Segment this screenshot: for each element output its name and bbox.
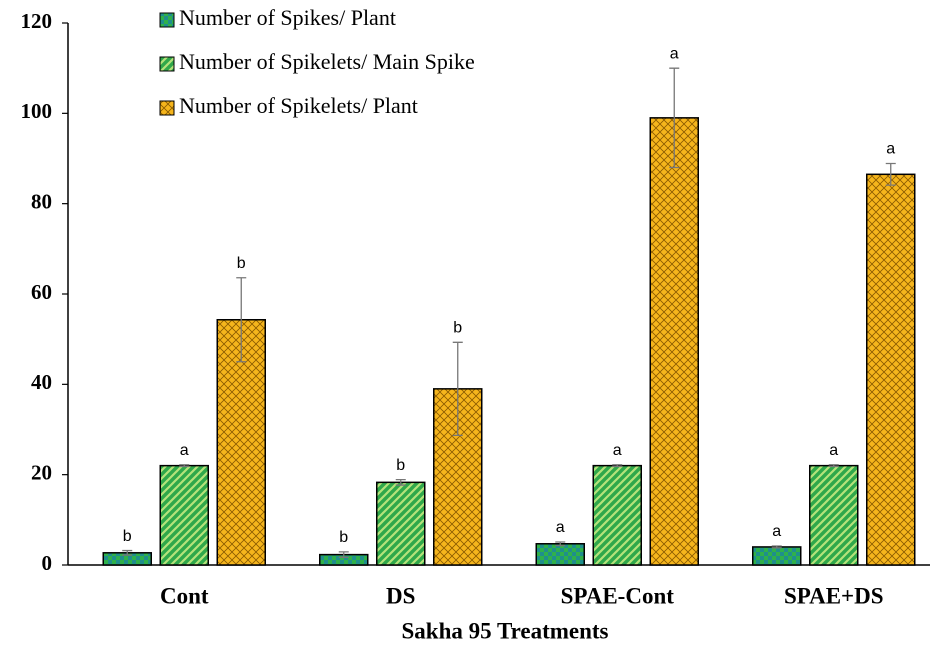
y-tick-label: 40 xyxy=(31,370,52,394)
error-bar xyxy=(555,541,566,547)
x-tick-label: Cont xyxy=(160,583,209,608)
legend-label: Number of Spikelets/ Plant xyxy=(179,93,418,118)
x-tick-label: SPAE-Cont xyxy=(561,583,675,608)
error-bar xyxy=(395,478,406,486)
x-tick-label: DS xyxy=(386,583,415,608)
legend-swatch xyxy=(159,12,175,28)
error-bar xyxy=(828,464,839,468)
significance-letter: a xyxy=(670,45,679,62)
significance-letter: a xyxy=(613,442,622,459)
significance-letter: a xyxy=(886,141,895,158)
x-axis-title: Sakha 95 Treatments xyxy=(401,618,608,643)
significance-letter: a xyxy=(180,442,189,459)
error-bar xyxy=(771,545,782,549)
error-bar xyxy=(669,67,680,169)
significance-letter: a xyxy=(556,519,565,536)
error-bar xyxy=(338,551,349,558)
error-bar xyxy=(885,162,896,186)
significance-letter: a xyxy=(829,442,838,459)
bar xyxy=(159,464,209,566)
error-bar xyxy=(179,464,190,468)
y-tick-label: 120 xyxy=(21,9,53,33)
y-tick-label: 80 xyxy=(31,189,52,213)
bar xyxy=(809,464,859,566)
significance-letter: b xyxy=(339,529,348,546)
bar xyxy=(535,543,585,566)
bar xyxy=(376,481,426,566)
y-tick-label: 20 xyxy=(31,460,52,484)
y-tick-label: 100 xyxy=(21,99,53,123)
significance-letter: b xyxy=(123,528,132,545)
legend-swatch xyxy=(159,100,175,116)
bar xyxy=(592,464,642,566)
error-bar xyxy=(236,277,247,363)
error-bar xyxy=(612,464,623,468)
legend-label: Number of Spikelets/ Main Spike xyxy=(179,49,475,74)
significance-letter: a xyxy=(772,523,781,540)
bar xyxy=(649,117,699,566)
y-tick-label: 0 xyxy=(42,551,53,575)
significance-letter: b xyxy=(396,457,405,474)
significance-letter: b xyxy=(237,255,246,272)
bar xyxy=(752,546,802,566)
y-tick-label: 60 xyxy=(31,280,52,304)
legend-swatch xyxy=(159,56,175,72)
error-bar xyxy=(452,341,463,437)
legend-label: Number of Spikes/ Plant xyxy=(179,5,396,30)
error-bar xyxy=(122,549,133,556)
bar xyxy=(866,173,916,566)
x-tick-label: SPAE+DS xyxy=(784,583,884,608)
significance-letter: b xyxy=(453,320,462,337)
